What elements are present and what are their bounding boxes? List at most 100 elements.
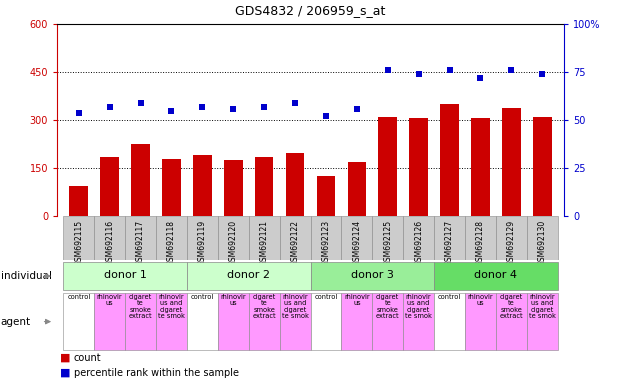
Text: GSM692122: GSM692122 [291,220,299,266]
Bar [187,262,310,290]
Text: GSM692128: GSM692128 [476,220,485,266]
Text: percentile rank within the sample: percentile rank within the sample [74,368,239,378]
Text: rhinovir
us and
cigaret
te smok: rhinovir us and cigaret te smok [281,294,309,319]
Point [166,108,176,114]
Bar [156,216,187,260]
Bar [94,293,125,350]
Text: GSM692127: GSM692127 [445,220,454,266]
Bar [162,159,181,216]
Text: individual: individual [1,271,52,281]
Bar [471,118,490,216]
Bar [317,176,335,216]
Text: control: control [314,294,338,300]
Bar [434,293,465,350]
Bar [373,216,403,260]
Bar [187,216,218,260]
Bar [373,293,403,350]
Bar [218,216,248,260]
Bar [63,216,94,260]
Text: GSM692130: GSM692130 [538,220,546,266]
Bar [434,262,558,290]
Bar [502,108,520,216]
Bar [496,293,527,350]
Text: control: control [438,294,461,300]
Text: GSM692116: GSM692116 [105,220,114,266]
Bar [310,216,342,260]
Text: cigaret
te
smoke
extract: cigaret te smoke extract [129,294,152,319]
Text: rhinovir
us: rhinovir us [97,294,122,306]
Text: GSM692118: GSM692118 [167,220,176,266]
Bar [434,216,465,260]
Bar [403,293,434,350]
Text: GSM692123: GSM692123 [322,220,330,266]
Point [105,104,115,110]
Text: agent: agent [1,316,31,327]
Text: control: control [191,294,214,300]
Text: cigaret
te
smoke
extract: cigaret te smoke extract [252,294,276,319]
Point [135,100,145,106]
Text: cigaret
te
smoke
extract: cigaret te smoke extract [499,294,523,319]
Text: GSM692124: GSM692124 [352,220,361,266]
Bar [63,262,187,290]
Bar [409,118,428,216]
Text: rhinovir
us and
cigaret
te smok: rhinovir us and cigaret te smok [406,294,432,319]
Bar [193,155,212,216]
Point [290,100,300,106]
Text: rhinovir
us: rhinovir us [344,294,369,306]
Text: GSM692117: GSM692117 [136,220,145,266]
Text: donor 1: donor 1 [104,270,147,280]
Bar [125,293,156,350]
Bar [378,117,397,216]
Point [229,106,238,112]
Text: rhinovir
us and
cigaret
te smok: rhinovir us and cigaret te smok [158,294,185,319]
Bar [310,262,434,290]
Bar [187,293,218,350]
Bar [156,293,187,350]
Bar [533,117,551,216]
Bar [403,216,434,260]
Point [259,104,269,110]
Point [197,104,207,110]
Text: donor 3: donor 3 [351,270,394,280]
Bar [224,160,243,216]
Point [383,67,392,73]
Bar [527,293,558,350]
Bar [218,293,248,350]
Text: GSM692120: GSM692120 [229,220,238,266]
Bar [248,293,279,350]
Bar [348,162,366,216]
Text: GSM692119: GSM692119 [198,220,207,266]
Bar [342,216,373,260]
Text: rhinovir
us: rhinovir us [468,294,493,306]
Bar [342,293,373,350]
Bar [63,293,94,350]
Point [321,113,331,119]
Text: GSM692125: GSM692125 [383,220,392,266]
Text: ■: ■ [60,353,71,363]
Text: GDS4832 / 206959_s_at: GDS4832 / 206959_s_at [235,4,386,17]
Text: ■: ■ [60,368,71,378]
Text: rhinovir
us and
cigaret
te smok: rhinovir us and cigaret te smok [529,294,556,319]
Text: rhinovir
us: rhinovir us [220,294,246,306]
Text: GSM692115: GSM692115 [75,220,83,266]
Point [537,71,547,77]
Bar [255,157,273,216]
Text: donor 4: donor 4 [474,270,517,280]
Text: count: count [74,353,101,363]
Text: control: control [67,294,91,300]
Bar [465,293,496,350]
Bar [70,186,88,216]
Point [445,67,455,73]
Bar [101,157,119,216]
Text: GSM692121: GSM692121 [260,220,269,266]
Bar [279,293,310,350]
Bar [496,216,527,260]
Bar [131,144,150,216]
Bar [440,104,459,216]
Bar [310,293,342,350]
Text: GSM692126: GSM692126 [414,220,423,266]
Point [414,71,424,77]
Point [352,106,362,112]
Bar [465,216,496,260]
Bar [248,216,279,260]
